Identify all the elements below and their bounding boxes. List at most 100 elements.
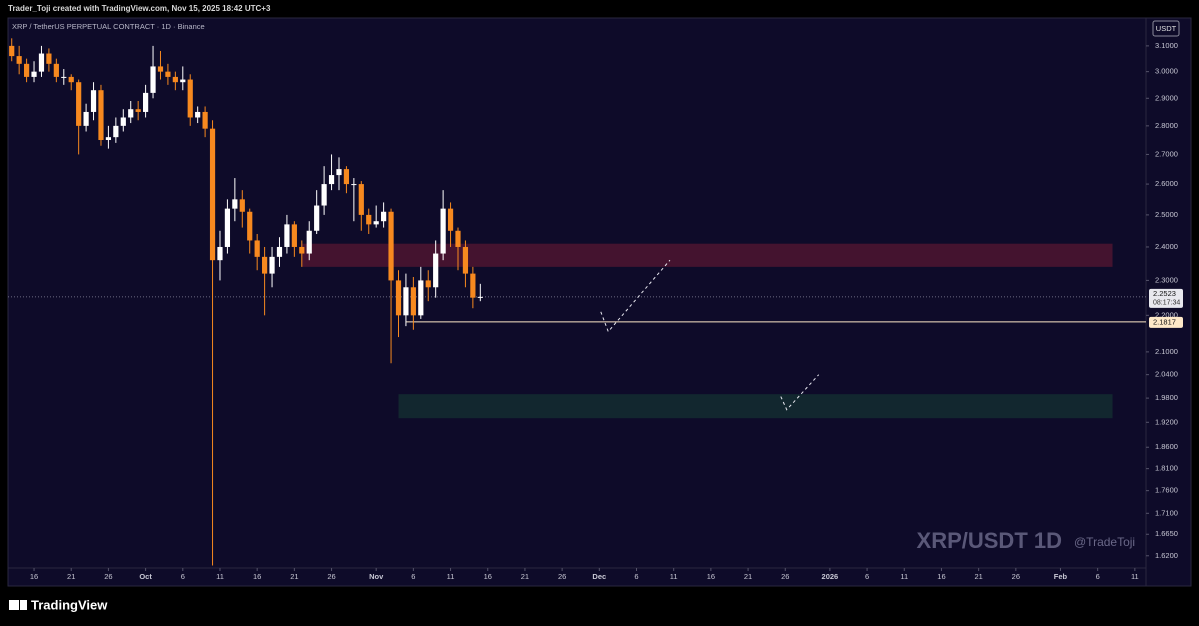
x-tick-label: 16 xyxy=(484,572,492,581)
y-tick-label: 1.6200 xyxy=(1155,551,1178,560)
candle-body xyxy=(209,128,216,261)
candle-body xyxy=(83,111,89,126)
y-tick-label: 2.0400 xyxy=(1155,370,1178,379)
candle-body xyxy=(53,63,59,77)
candle-body xyxy=(254,240,260,257)
currency-badge[interactable] xyxy=(1152,20,1180,37)
candle-body xyxy=(76,82,82,126)
candle-body xyxy=(98,90,104,141)
candle-body xyxy=(433,253,439,288)
candle-body xyxy=(113,125,119,138)
candle-body xyxy=(455,230,461,247)
x-tick-label: 11 xyxy=(447,572,455,581)
y-tick-label: 2.1000 xyxy=(1155,347,1178,356)
candle-body xyxy=(470,273,476,298)
x-tick-label: 21 xyxy=(974,572,982,581)
x-tick-label: 16 xyxy=(30,572,38,581)
candle-body xyxy=(314,205,320,231)
candle-body xyxy=(224,208,231,247)
candle-body xyxy=(381,211,387,222)
y-tick-label: 2.9000 xyxy=(1155,93,1178,102)
candle-body xyxy=(38,53,45,72)
y-tick-label: 3.1000 xyxy=(1155,41,1178,50)
x-tick-label: 21 xyxy=(67,572,75,581)
candle-body xyxy=(61,76,67,78)
level-badge xyxy=(1149,316,1183,328)
x-tick-label: 21 xyxy=(744,572,752,581)
x-tick-label: Feb xyxy=(1054,572,1068,581)
x-tick-label: 26 xyxy=(558,572,566,581)
zone xyxy=(301,243,1113,267)
candle-body xyxy=(128,109,134,118)
last-price-label: 2.2523 xyxy=(1153,289,1176,298)
x-tick-label: 16 xyxy=(937,572,945,581)
candle-body xyxy=(366,214,372,225)
candle-body xyxy=(351,184,357,186)
candle-body xyxy=(232,199,238,209)
candle-body xyxy=(23,63,30,77)
x-tick-label: 11 xyxy=(670,572,678,581)
y-tick-label: 1.9800 xyxy=(1155,393,1178,402)
currency-label[interactable]: USDT xyxy=(1156,24,1177,33)
x-tick-label: 6 xyxy=(865,572,869,581)
tradingview-logo xyxy=(9,600,27,610)
x-tick-label: 26 xyxy=(781,572,789,581)
candle-body xyxy=(388,211,394,281)
logo-mark xyxy=(9,600,19,610)
countdown-label: 08:17:34 xyxy=(1153,300,1180,307)
candle-body xyxy=(157,66,164,72)
logo-mark xyxy=(20,600,27,610)
candle-body xyxy=(31,71,37,77)
x-tick-label: 26 xyxy=(1012,572,1020,581)
y-tick-label: 1.8100 xyxy=(1155,464,1178,473)
x-tick-label: 11 xyxy=(900,572,908,581)
y-tick-label: 2.2000 xyxy=(1155,310,1178,319)
x-tick-label: 6 xyxy=(411,572,415,581)
candle-body xyxy=(195,111,201,118)
candle-body xyxy=(403,287,409,316)
candle-body xyxy=(440,208,446,254)
zone xyxy=(398,394,1113,419)
candle-body xyxy=(135,109,141,112)
x-tick-label: 11 xyxy=(216,572,224,581)
candle-body xyxy=(462,246,469,274)
y-tick-label: 2.5000 xyxy=(1155,210,1178,219)
candle-body xyxy=(418,280,424,316)
y-tick-label: 1.8600 xyxy=(1155,442,1178,451)
candle-body xyxy=(269,256,275,274)
candle-body xyxy=(165,71,171,77)
y-tick-label: 2.6000 xyxy=(1155,179,1178,188)
y-tick-label: 1.6650 xyxy=(1155,529,1178,538)
candle-body xyxy=(425,280,431,288)
y-tick-label: 1.9200 xyxy=(1155,417,1178,426)
x-tick-label: 21 xyxy=(290,572,298,581)
candle-body xyxy=(447,208,454,231)
x-tick-label: 6 xyxy=(181,572,185,581)
x-tick-label: 26 xyxy=(327,572,335,581)
candle-body xyxy=(90,90,97,112)
candle-body xyxy=(143,92,149,112)
x-tick-label: 11 xyxy=(1131,572,1139,581)
x-tick-label: Oct xyxy=(139,572,152,581)
y-tick-label: 2.3000 xyxy=(1155,275,1178,284)
credit: Trader_Toji created with TradingView.com… xyxy=(8,4,271,13)
candle-body xyxy=(172,76,178,83)
y-tick-label: 3.0000 xyxy=(1155,67,1178,76)
brand: TradingView xyxy=(31,597,108,612)
x-tick-label: 6 xyxy=(1096,572,1100,581)
level-label: 2.1817 xyxy=(1153,317,1176,326)
candle-body xyxy=(306,230,312,254)
x-tick-label: 16 xyxy=(707,572,715,581)
x-tick-label: 21 xyxy=(521,572,529,581)
candle-body xyxy=(343,169,350,185)
candle-body xyxy=(9,45,15,57)
y-tick-label: 2.8000 xyxy=(1155,121,1178,130)
candle-body xyxy=(247,211,253,241)
candle-body xyxy=(120,117,126,126)
y-tick-label: 2.4000 xyxy=(1155,242,1178,251)
last-price-badge xyxy=(1149,288,1183,308)
candle-body xyxy=(105,137,112,141)
candle-body xyxy=(477,296,483,298)
candle-body xyxy=(187,79,193,118)
